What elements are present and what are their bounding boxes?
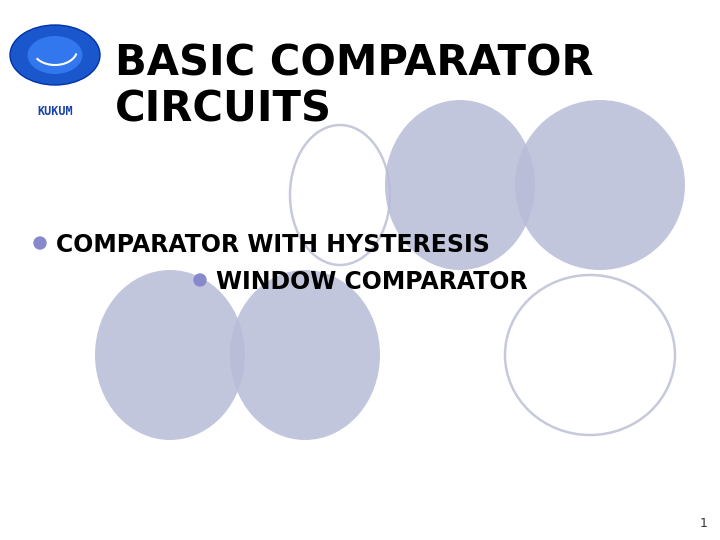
Text: WINDOW COMPARATOR: WINDOW COMPARATOR — [216, 270, 528, 294]
Text: KUKUM: KUKUM — [37, 105, 73, 118]
Ellipse shape — [385, 100, 535, 270]
Text: 1: 1 — [700, 517, 708, 530]
Text: COMPARATOR WITH HYSTERESIS: COMPARATOR WITH HYSTERESIS — [56, 233, 490, 257]
Circle shape — [34, 237, 46, 249]
Text: CIRCUITS: CIRCUITS — [115, 88, 332, 130]
Ellipse shape — [515, 100, 685, 270]
Circle shape — [194, 274, 206, 286]
Ellipse shape — [230, 270, 380, 440]
Ellipse shape — [27, 36, 83, 74]
Ellipse shape — [10, 25, 100, 85]
Text: BASIC COMPARATOR: BASIC COMPARATOR — [115, 42, 593, 84]
Ellipse shape — [95, 270, 245, 440]
